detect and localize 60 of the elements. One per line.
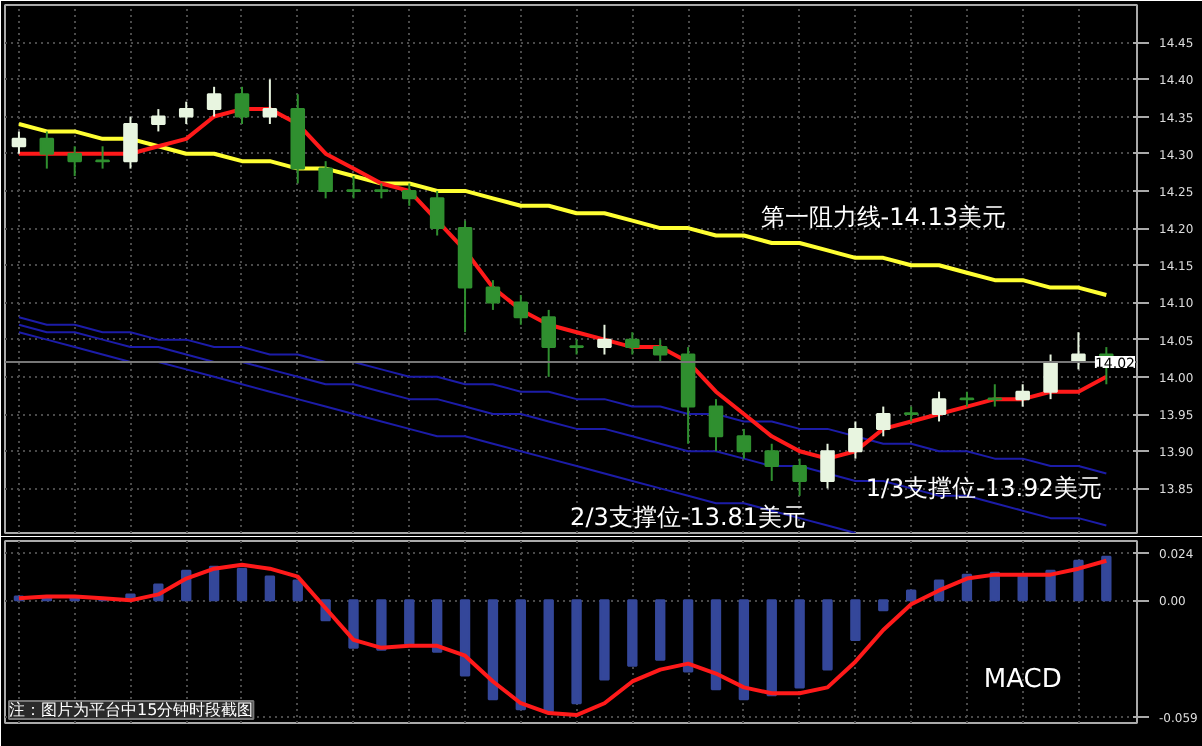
candlestick — [597, 323, 612, 356]
candlestick — [1015, 383, 1030, 408]
candlestick — [95, 145, 110, 170]
bar — [264, 575, 276, 602]
candlestick — [262, 78, 278, 125]
candlestick — [11, 130, 27, 155]
candlestick — [652, 338, 668, 363]
bar — [1101, 555, 1112, 602]
bar — [1017, 575, 1028, 602]
candlestick — [764, 442, 780, 482]
line-series — [17, 331, 857, 533]
bar — [459, 599, 471, 677]
candlestick — [876, 405, 891, 438]
candlestick — [848, 420, 863, 460]
bar — [627, 599, 638, 667]
candlestick — [931, 390, 947, 423]
annotation: 注：图片为平台中15分钟时段截图 — [9, 701, 254, 719]
bar — [905, 589, 917, 602]
candlestick — [1043, 353, 1058, 401]
candlestick — [346, 175, 361, 200]
candlestick — [318, 160, 333, 200]
candlestick — [39, 130, 55, 170]
candlestick — [67, 145, 82, 178]
bar — [794, 599, 805, 689]
bar — [738, 599, 750, 701]
candlestick — [402, 182, 417, 207]
bar — [710, 599, 722, 691]
bar — [431, 599, 443, 653]
bar — [599, 599, 610, 681]
bar — [822, 599, 833, 671]
bar — [515, 599, 526, 711]
candlestick — [708, 398, 724, 453]
bar — [376, 599, 387, 651]
bar — [850, 599, 861, 641]
candlestick — [234, 85, 250, 125]
candlestick — [429, 189, 445, 237]
candlestick — [151, 108, 166, 133]
candlestick — [513, 294, 529, 326]
bar — [766, 599, 777, 697]
candlestick — [625, 331, 640, 356]
candlestick — [178, 100, 194, 125]
bar — [236, 567, 248, 602]
line-series — [16, 121, 1109, 298]
candlestick — [820, 442, 835, 490]
candlestick — [123, 115, 138, 170]
candlestick — [206, 85, 222, 118]
bar — [655, 599, 666, 661]
candlestick — [987, 383, 1003, 408]
annotation: MACD — [983, 665, 1062, 695]
candlestick — [736, 427, 752, 460]
bar — [878, 599, 889, 612]
candlestick — [485, 279, 501, 311]
bar — [571, 599, 582, 705]
candlestick — [541, 308, 556, 378]
candlestick — [792, 457, 807, 497]
annotation: 第一阻力线-14.13美元 — [760, 202, 1006, 231]
bar — [404, 599, 415, 645]
bar — [543, 599, 554, 713]
bar — [682, 599, 694, 673]
bar — [487, 599, 499, 701]
